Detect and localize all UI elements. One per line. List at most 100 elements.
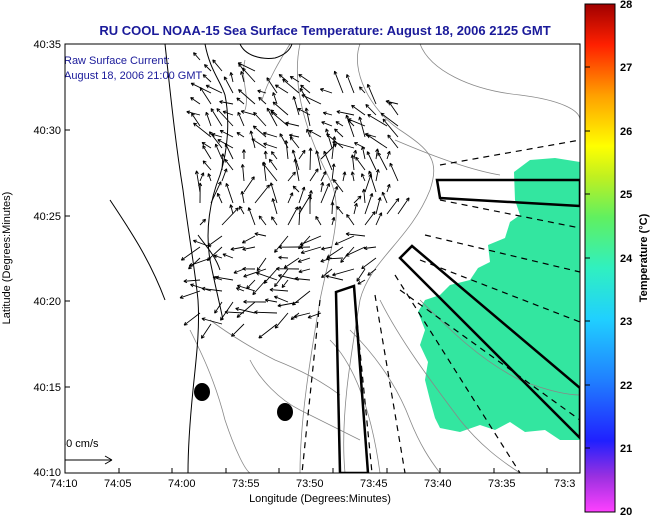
colorbar-tick-label: 25	[620, 189, 632, 201]
current-vector	[386, 198, 400, 215]
current-vector	[236, 132, 245, 138]
current-vector	[288, 133, 300, 138]
current-vector	[298, 268, 311, 274]
current-vector	[256, 257, 267, 272]
current-vector	[193, 122, 212, 138]
current-vector	[240, 109, 256, 116]
current-vector	[243, 176, 255, 193]
current-vector	[180, 246, 201, 261]
current-vector	[269, 182, 278, 204]
current-vector	[274, 268, 289, 288]
current-vector	[242, 266, 256, 271]
current-vector	[332, 268, 355, 277]
current-vector	[214, 301, 223, 314]
sst-patch	[418, 158, 580, 440]
current-vector	[242, 246, 256, 251]
current-vector	[202, 74, 212, 83]
plot-area: Raw Surface Current: August 18, 2006 21:…	[64, 44, 580, 473]
current-vector	[241, 149, 246, 160]
current-vector	[350, 171, 355, 182]
current-vector	[216, 192, 223, 204]
current-vector	[331, 185, 339, 204]
current-vector	[199, 172, 205, 182]
current-vector	[183, 279, 201, 284]
current-vector	[381, 191, 388, 204]
current-vector	[299, 245, 311, 250]
current-vector	[253, 111, 267, 127]
current-vector	[231, 323, 245, 337]
current-vector	[266, 107, 278, 127]
current-vector	[198, 182, 203, 204]
x-tick-label: 73:45	[360, 478, 388, 490]
current-annotation-line1: Raw Surface Current:	[64, 55, 170, 67]
current-vector	[199, 87, 212, 105]
current-vector	[298, 149, 306, 160]
current-vector	[255, 271, 278, 281]
current-vector	[368, 170, 377, 193]
current-vector	[186, 110, 201, 116]
current-vector	[361, 146, 366, 160]
current-vector	[264, 298, 278, 303]
current-vector	[201, 141, 212, 149]
x-tick-label: 73:3	[554, 478, 575, 490]
current-vector	[194, 170, 201, 193]
current-vector	[366, 83, 377, 105]
current-vector	[297, 257, 311, 263]
current-vector	[322, 111, 333, 116]
current-vector	[331, 136, 337, 160]
colorbar-tick-label: 27	[620, 62, 632, 74]
current-vector	[192, 239, 212, 248]
current-vector	[216, 108, 234, 127]
current-vector	[300, 246, 322, 255]
current-vector	[308, 147, 313, 171]
current-vector	[282, 78, 300, 94]
colorbar-tick-label: 23	[620, 316, 632, 328]
current-vector	[315, 150, 322, 171]
current-vector	[219, 129, 234, 138]
current-vector	[263, 142, 278, 149]
current-vector	[207, 173, 212, 182]
current-vector	[224, 310, 245, 315]
current-vector	[190, 283, 212, 292]
current-vector	[350, 154, 355, 171]
y-tick-label: 40:15	[33, 382, 61, 394]
current-vector	[274, 235, 289, 253]
current-vector	[336, 110, 355, 116]
current-vector	[353, 195, 362, 204]
current-vector	[320, 181, 325, 193]
station-marker	[277, 403, 293, 421]
current-vector	[361, 173, 366, 182]
current-vector	[270, 111, 289, 127]
current-vector	[346, 74, 355, 94]
current-vector	[287, 171, 296, 182]
current-vector	[241, 235, 256, 244]
current-vector	[219, 100, 234, 105]
current-vector	[331, 163, 336, 182]
current-vector	[258, 323, 278, 339]
current-vector	[237, 111, 245, 127]
current-vector	[240, 164, 245, 182]
axis-ticks	[64, 43, 548, 474]
current-vector	[321, 121, 333, 127]
current-vector	[211, 133, 223, 138]
current-vector	[273, 295, 289, 303]
current-vector	[240, 70, 245, 83]
current-vector	[202, 160, 212, 171]
current-vector	[358, 86, 366, 94]
current-vector	[236, 284, 256, 292]
current-vector	[283, 257, 300, 269]
current-vector	[213, 254, 223, 259]
current-vector	[342, 171, 347, 182]
current-vector	[298, 73, 311, 83]
current-vector	[272, 101, 289, 116]
current-vector	[292, 96, 300, 116]
current-vector	[258, 96, 267, 105]
current-vector	[326, 133, 344, 149]
current-vector	[201, 317, 223, 325]
y-tick-label: 40:20	[33, 296, 61, 308]
colorbar-tick-label: 24	[620, 253, 633, 265]
current-vector	[224, 158, 234, 171]
current-vector	[345, 246, 366, 257]
current-vector	[361, 188, 366, 204]
current-vector	[270, 151, 278, 160]
